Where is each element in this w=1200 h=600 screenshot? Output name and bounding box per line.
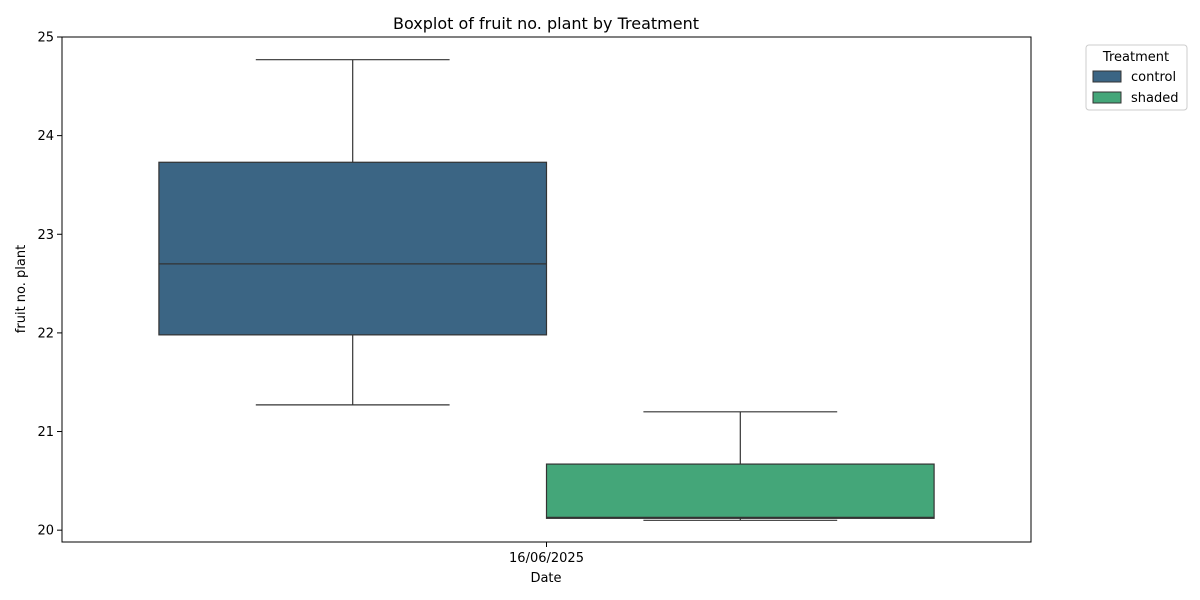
y-axis: 20 21 22 23 24 25 [37,31,62,539]
y-tick-label: 20 [37,524,54,539]
legend-title: Treatment [1102,50,1169,65]
legend-swatch-control [1092,70,1122,83]
box-body [545,463,935,519]
box-body [158,161,548,336]
chart-title: Boxplot of fruit no. plant by Treatment [393,14,699,33]
y-tick-label: 23 [37,228,54,243]
legend-entries: control shaded [1092,70,1178,106]
x-axis-label: Date [530,571,561,586]
legend-label-shaded: shaded [1131,91,1178,106]
y-tick-label: 21 [37,425,54,440]
y-axis-label: fruit no. plant [14,245,29,333]
y-tick-label: 22 [37,326,54,341]
box-layer [158,59,935,521]
box-control [158,59,548,406]
legend-swatch-shaded [1092,91,1122,104]
x-tick-label: 16/06/2025 [509,551,584,566]
y-tick-label: 24 [37,129,54,144]
legend: Treatment control shaded [1085,44,1188,111]
legend-label-control: control [1131,70,1176,85]
y-tick-label: 25 [37,31,54,46]
box-shaded [545,411,935,521]
x-axis: 16/06/2025 [509,542,584,566]
